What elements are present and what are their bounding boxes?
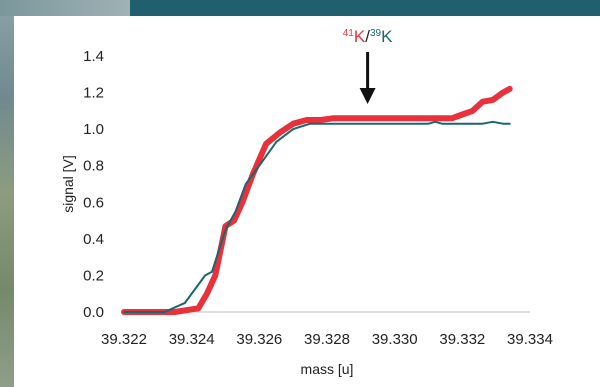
x-tick-label: 39.324 xyxy=(169,331,215,348)
y-tick-label: 0.0 xyxy=(83,304,104,321)
y-tick-label: 1.0 xyxy=(83,121,104,138)
arrow-head xyxy=(359,88,376,104)
isotope-a-mass: 41 xyxy=(343,28,355,39)
x-tick-label: 39.330 xyxy=(372,331,418,348)
series-line-teal xyxy=(123,120,511,313)
x-tick-label: 39.332 xyxy=(439,331,485,348)
x-tick-label: 39.326 xyxy=(236,331,282,348)
isotope-a-symbol: K xyxy=(354,27,366,46)
y-tick-label: 0.4 xyxy=(83,231,104,248)
ratio-separator: / xyxy=(365,27,370,46)
background-left-edge xyxy=(0,0,14,387)
y-tick-label: 0.8 xyxy=(83,158,104,175)
annotation-arrow xyxy=(359,52,376,104)
y-tick-label: 1.4 xyxy=(83,48,104,65)
y-tick-label: 0.2 xyxy=(83,267,104,284)
x-tick-label: 39.322 xyxy=(101,331,147,348)
x-tick-label: 39.334 xyxy=(507,331,553,348)
chart-panel xyxy=(14,16,600,387)
background-top-edge xyxy=(0,0,130,16)
x-axis-label: mass [u] xyxy=(301,361,354,377)
y-tick-label: 0.6 xyxy=(83,194,104,211)
y-axis-label: signal [V] xyxy=(60,155,76,213)
y-axis-ticks: 0.0 0.2 0.4 0.6 0.8 1.0 1.2 1.4 xyxy=(83,48,104,321)
series-lines xyxy=(121,85,513,315)
isotope-b-symbol: K xyxy=(381,27,393,46)
x-axis-ticks: 39.322 39.324 39.326 39.328 39.330 39.332 39.3… xyxy=(101,331,553,348)
isotope-ratio-annotation: 41K/39K xyxy=(343,27,393,46)
x-tick-label: 39.328 xyxy=(304,331,350,348)
isotope-b-mass: 39 xyxy=(370,28,382,39)
series-line-red xyxy=(121,85,513,315)
y-tick-label: 1.2 xyxy=(83,85,104,102)
